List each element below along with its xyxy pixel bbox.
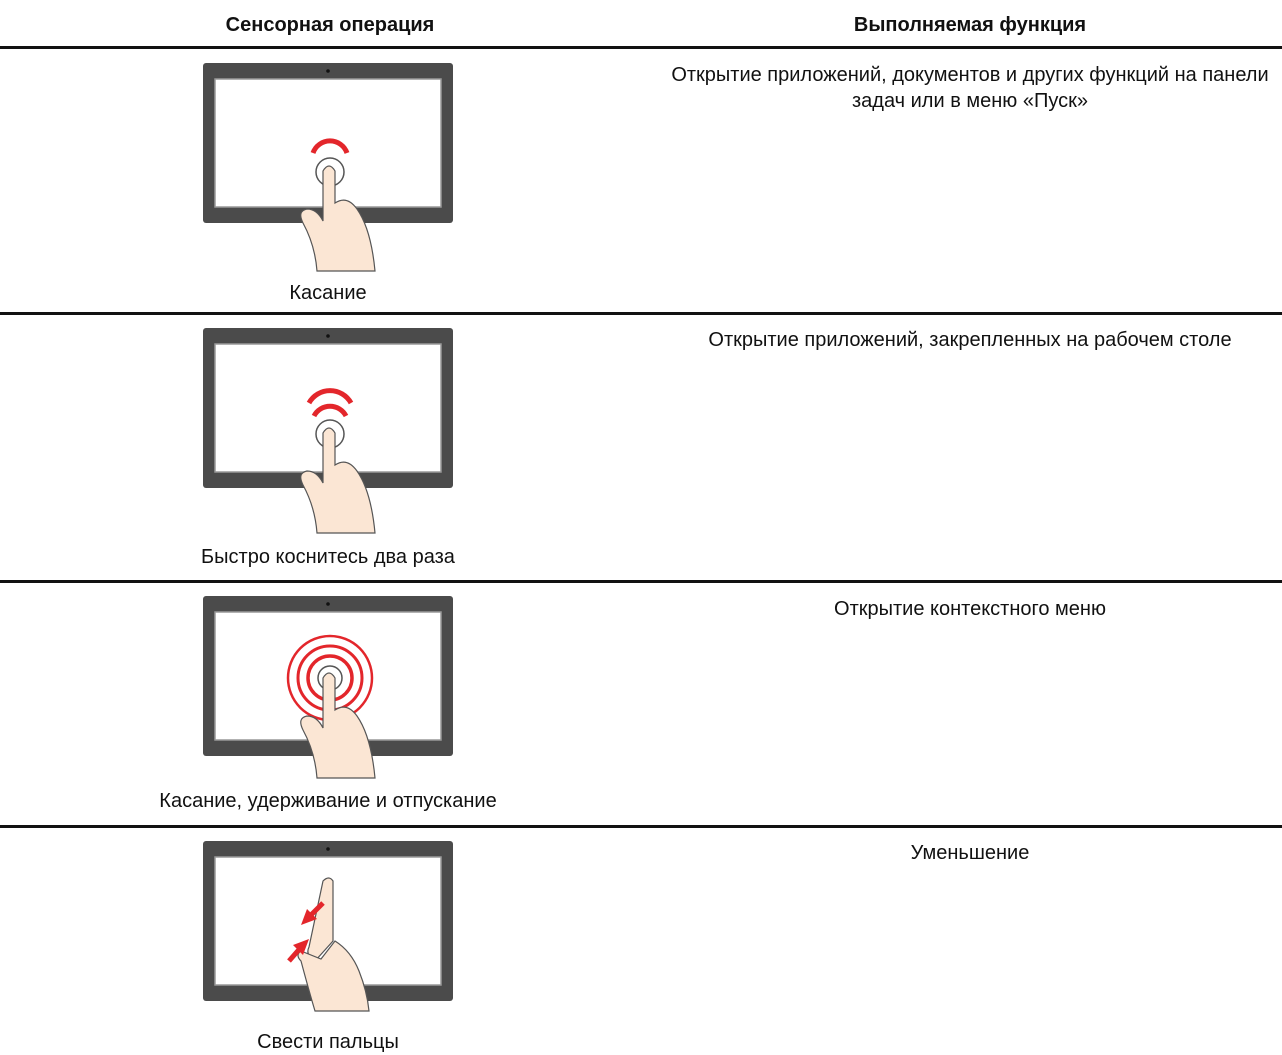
gesture-caption: Касание	[289, 282, 367, 304]
rule	[0, 312, 1282, 315]
col-header: Сенсорная операция	[225, 14, 435, 36]
rule	[0, 825, 1282, 828]
gesture-caption: Быстро коснитесь два раза	[201, 546, 455, 568]
rule	[0, 580, 1282, 583]
pinch-illustration	[203, 841, 454, 1012]
double-tap-illustration	[203, 328, 454, 534]
function-text: Уменьшение	[910, 842, 1030, 864]
gesture-caption: Касание, удерживание и отпускание	[159, 790, 497, 812]
col-header: Выполняемая функция	[853, 14, 1087, 36]
tap-illustration	[203, 63, 454, 272]
press-hold-illustration	[203, 596, 454, 779]
function-text: Открытие контекстного меню	[834, 598, 1106, 620]
rule	[0, 46, 1282, 49]
function-text: Открытие приложений, документов и других…	[671, 64, 1269, 112]
gesture-caption: Свести пальцы	[257, 1031, 399, 1053]
function-text: Открытие приложений, закрепленных на раб…	[708, 329, 1232, 351]
